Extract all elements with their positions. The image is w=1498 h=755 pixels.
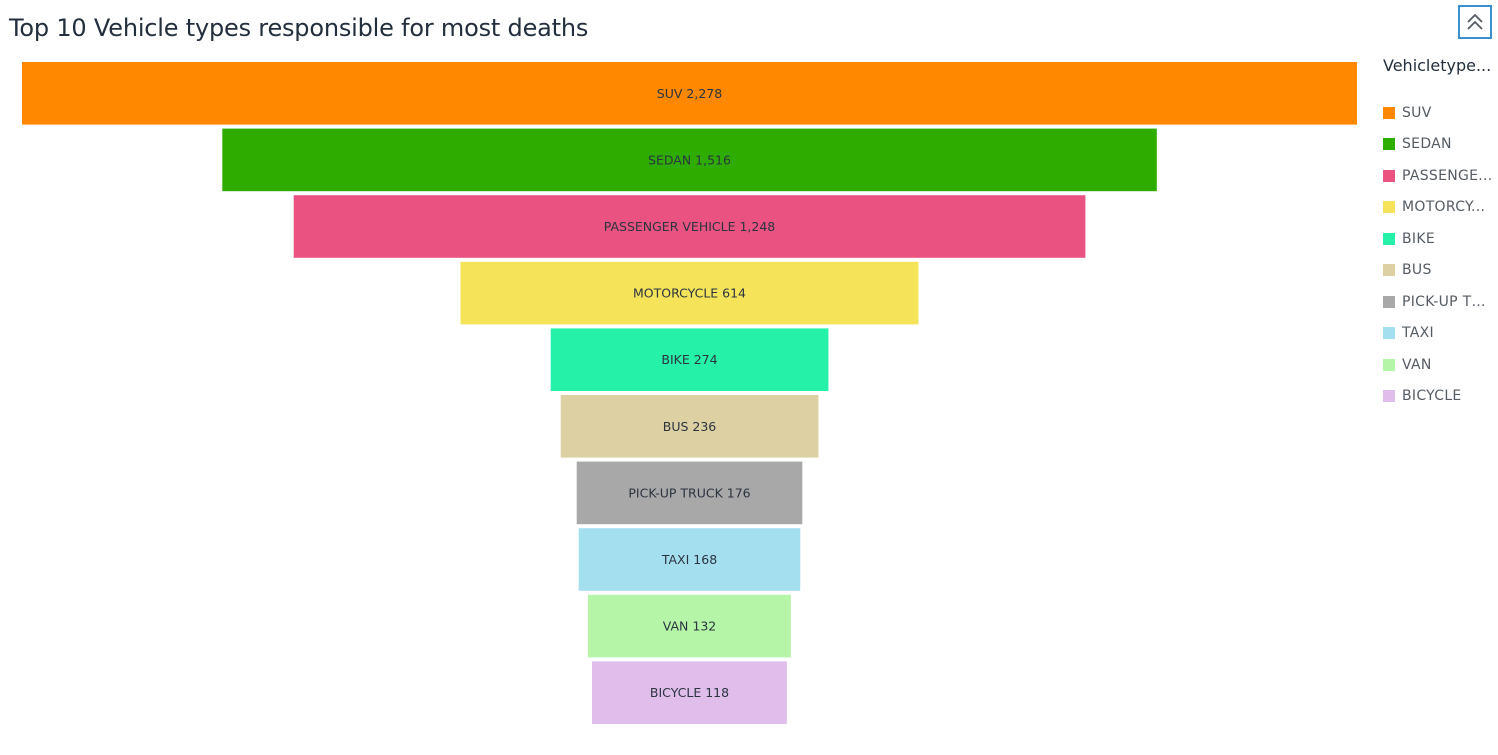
funnel-bar[interactable] <box>578 528 801 591</box>
funnel-data-label: BIKE 274 <box>661 352 717 367</box>
funnel-bar[interactable] <box>576 461 803 525</box>
funnel-bar[interactable] <box>550 328 829 391</box>
legend-swatch <box>1383 295 1395 308</box>
legend-item[interactable]: TAXI <box>1383 318 1495 350</box>
legend-item[interactable]: PICK-UP TR... <box>1383 286 1495 318</box>
legend-swatch <box>1383 169 1395 182</box>
legend-items: SUV SEDAN PASSENGE... MOTORCY... BIKE BUS PICK… <box>1383 97 1495 412</box>
legend-label: PASSENGE... <box>1402 167 1493 184</box>
legend-item[interactable]: SUV <box>1383 97 1495 129</box>
legend-swatch <box>1383 390 1395 403</box>
legend-label: BICYCLE <box>1402 388 1462 405</box>
legend-label: SEDAN <box>1402 136 1452 153</box>
legend-item[interactable]: PASSENGE... <box>1383 160 1495 192</box>
funnel-data-label: MOTORCYCLE 614 <box>633 286 746 301</box>
collapse-button[interactable] <box>1458 5 1492 39</box>
double-chevron-up-icon <box>1467 13 1483 30</box>
legend-item[interactable]: SEDAN <box>1383 129 1495 161</box>
legend-swatch <box>1383 358 1395 371</box>
legend-item[interactable]: BUS <box>1383 255 1495 287</box>
legend-item[interactable]: VAN <box>1383 349 1495 381</box>
funnel-data-label: SEDAN 1,516 <box>648 152 731 167</box>
funnel-bar[interactable] <box>222 128 1157 192</box>
funnel-data-label: BUS 236 <box>663 419 717 434</box>
funnel-data-label: SUV 2,278 <box>657 86 722 101</box>
funnel-bar[interactable] <box>588 594 791 658</box>
funnel-bar[interactable] <box>22 62 1357 125</box>
legend-label: PICK-UP TR... <box>1402 293 1495 310</box>
funnel-data-label: TAXI 168 <box>661 552 717 567</box>
legend-swatch <box>1383 232 1395 245</box>
funnel-data-label: PASSENGER VEHICLE 1,248 <box>604 219 776 234</box>
legend-swatch <box>1383 138 1395 151</box>
legend-label: VAN <box>1402 356 1432 373</box>
legend-swatch <box>1383 106 1395 119</box>
funnel-bar[interactable] <box>592 661 787 724</box>
legend-item[interactable]: BIKE <box>1383 223 1495 255</box>
legend-swatch <box>1383 201 1395 214</box>
legend-label: BUS <box>1402 262 1432 279</box>
legend-swatch <box>1383 264 1395 277</box>
legend-label: SUV <box>1402 104 1432 121</box>
funnel-chart: SUV 2,278 SEDAN 1,516 PASSENGER VEHICLE 1,… <box>22 62 1357 724</box>
legend-label: MOTORCY... <box>1402 199 1486 216</box>
funnel-bar[interactable] <box>460 261 919 325</box>
legend-item[interactable]: BICYCLE <box>1383 381 1495 413</box>
funnel-data-label: VAN 132 <box>663 619 717 634</box>
legend-swatch <box>1383 327 1395 340</box>
funnel-bar[interactable] <box>293 195 1086 258</box>
chart-title: Top 10 Vehicle types responsible for mos… <box>9 14 589 42</box>
legend-item[interactable]: MOTORCY... <box>1383 192 1495 224</box>
legend-label: TAXI <box>1402 325 1434 342</box>
legend-label: BIKE <box>1402 230 1435 247</box>
legend: Vehicletype... SUV SEDAN PASSENGE... MOTORC… <box>1383 55 1495 412</box>
funnel-bar[interactable] <box>560 395 819 458</box>
funnel-data-label: BICYCLE 118 <box>650 685 729 700</box>
funnel-data-label: PICK-UP TRUCK 176 <box>628 485 750 500</box>
legend-title: Vehicletype... <box>1383 56 1492 75</box>
